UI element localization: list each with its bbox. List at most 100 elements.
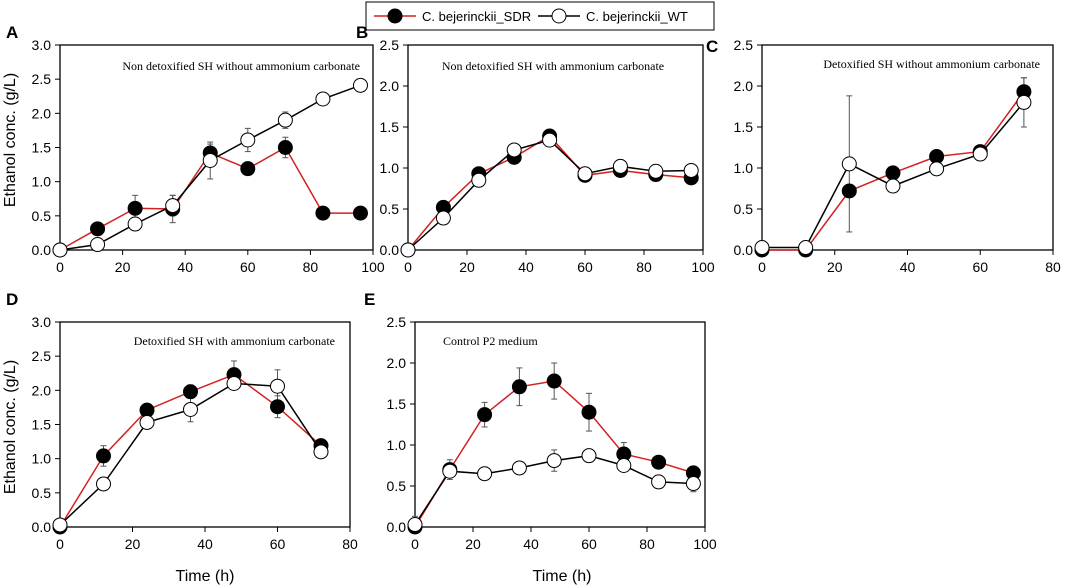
panel-b-wt-point <box>612 158 628 174</box>
panel-c-sdr-point <box>885 165 901 181</box>
panel-d-ytick-label: 1.0 <box>32 451 52 467</box>
panel-a-ytick-label: 1.5 <box>32 140 52 156</box>
panel-a-ytick-label: 0.5 <box>32 208 52 224</box>
panel-b-wt-point <box>400 242 416 258</box>
panel-e-wt-point <box>651 474 667 490</box>
panel-c-title: Detoxified SH without ammonium carbonate <box>823 57 1040 71</box>
panel-b-wt-point <box>506 142 522 158</box>
panel-a-ytick-label: 2.0 <box>32 105 52 121</box>
panel-a-letter: A <box>6 23 18 42</box>
panel-e-wt-point <box>477 466 493 482</box>
panel-c-ytick-label: 0.0 <box>734 242 754 258</box>
panel-e-ytick-label: 1.5 <box>387 396 407 412</box>
panel-e-sdr-point <box>546 373 562 389</box>
panel-c: C Detoxified SH without ammonium carbonat… <box>706 37 1061 275</box>
panel-b-wt-point <box>435 210 451 226</box>
panel-c-xtick-label: 0 <box>758 259 766 275</box>
panel-b-ytick-label: 1.0 <box>380 160 400 176</box>
panel-e-letter: E <box>364 290 375 309</box>
panel-d: D Detoxified SH with ammonium carbonate 0 2… <box>6 290 358 552</box>
panel-e-wt-point <box>581 448 597 464</box>
panel-b-wt-line <box>407 139 692 251</box>
panel-c-wt-point <box>754 240 770 256</box>
panel-e-wt-point <box>511 460 527 476</box>
panel-b-title: Non detoxified SH with ammonium carbonat… <box>442 59 664 73</box>
panel-e-title: Control P2 medium <box>443 334 538 348</box>
panel-a-wt-point <box>277 112 293 128</box>
panel-a-xtick-label: 40 <box>177 259 193 275</box>
panel-e: E Control P2 medium 0 20 40 60 80 100 0.0 0.5 1.0 1… <box>364 290 717 552</box>
y-axis-label-bottom: Ethanol conc. (g/L) <box>2 360 19 494</box>
panel-e-ytick-label: 2.0 <box>387 355 407 371</box>
panel-c-wt-point <box>972 146 988 162</box>
panel-e-xtick-label: 40 <box>523 536 539 552</box>
panel-b-wt-point <box>648 163 664 179</box>
panel-b-ytick-label: 1.5 <box>380 119 400 135</box>
panel-b: B Non detoxified SH with ammonium carbona… <box>356 23 715 275</box>
panel-b-wt-point <box>683 162 699 178</box>
panel-b-xtick-label: 20 <box>459 259 475 275</box>
legend: C. bejerinckii_SDR C. bejerinckii_WT <box>365 1 715 31</box>
panel-e-sdr-point <box>581 404 597 420</box>
panel-b-xtick-label: 100 <box>691 259 715 275</box>
panel-a-wt-point <box>165 198 181 214</box>
panel-d-wt-point <box>52 517 68 533</box>
panel-e-wt-point <box>616 458 632 473</box>
panel-e-xtick-label: 60 <box>581 536 597 552</box>
panel-d-sdr-point <box>270 399 285 415</box>
panel-e-xtick-label: 100 <box>693 536 717 552</box>
panel-d-sdr-point <box>183 384 198 400</box>
panel-b-letter: B <box>356 23 368 42</box>
panel-e-ytick-label: 0.5 <box>387 478 407 494</box>
panel-b-ytick-label: 0.0 <box>380 242 400 258</box>
panel-e-ytick-label: 1.0 <box>387 437 407 453</box>
panel-d-xtick-label: 40 <box>197 536 213 552</box>
panel-c-ytick-label: 0.5 <box>734 201 754 217</box>
panel-c-frame <box>761 44 1054 251</box>
panel-a-xtick-label: 100 <box>361 259 385 275</box>
panel-e-sdr-point <box>511 379 527 395</box>
panel-d-xtick-label: 0 <box>56 536 64 552</box>
panel-d-wt-point <box>183 401 198 417</box>
panel-a-wt-point <box>240 132 256 148</box>
panel-b-wt-point <box>542 132 558 148</box>
panel-a-xtick-label: 20 <box>115 259 131 275</box>
panel-c-sdr-point <box>841 183 857 199</box>
panel-a-title: Non detoxified SH without ammonium carbo… <box>122 59 360 73</box>
panel-d-ytick-label: 2.5 <box>32 348 52 364</box>
panel-c-xtick-label: 80 <box>1045 259 1061 275</box>
panel-a-xtick-label: 80 <box>303 259 319 275</box>
panel-d-wt-point <box>270 378 285 394</box>
legend-label-sdr: C. bejerinckii_SDR <box>422 9 531 24</box>
panel-d-letter: D <box>6 290 18 309</box>
panel-a-sdr-point <box>90 221 106 237</box>
panel-a-wt-point <box>90 237 106 253</box>
panel-c-letter: C <box>706 37 718 56</box>
panel-b-ytick-label: 2.0 <box>380 78 400 94</box>
panel-c-wt-point <box>1016 94 1032 110</box>
panel-c-wt-point <box>929 161 945 177</box>
panel-b-ytick-label: 2.5 <box>380 37 400 53</box>
panel-a-sdr-point <box>315 205 331 221</box>
panel-a-wt-point <box>202 152 218 168</box>
panel-c-xtick-label: 60 <box>972 259 988 275</box>
panel-e-frame <box>414 321 706 528</box>
panel-d-ytick-label: 0.0 <box>32 519 52 535</box>
panel-d-wt-point <box>139 414 155 430</box>
panel-e-xtick-label: 20 <box>465 536 481 552</box>
x-axis-label-d: Time (h) <box>176 568 235 585</box>
panel-a-ytick-label: 3.0 <box>32 37 52 53</box>
panel-a-sdr-point <box>352 205 368 221</box>
panel-a-ytick-label: 2.5 <box>32 71 52 87</box>
panel-d-ytick-label: 0.5 <box>32 485 52 501</box>
panel-d-xtick-label: 60 <box>270 536 286 552</box>
panel-c-wt-point <box>841 156 857 172</box>
panel-a-wt-point <box>315 91 331 107</box>
panel-d-frame <box>59 321 351 528</box>
panel-c-wt-point <box>798 240 814 256</box>
legend-marker-sdr <box>387 8 403 24</box>
panel-e-ytick-label: 0.0 <box>387 519 407 535</box>
panel-e-wt-point <box>442 463 458 479</box>
panel-a-sdr-point <box>277 140 293 155</box>
panel-c-ytick-label: 2.5 <box>734 37 754 53</box>
